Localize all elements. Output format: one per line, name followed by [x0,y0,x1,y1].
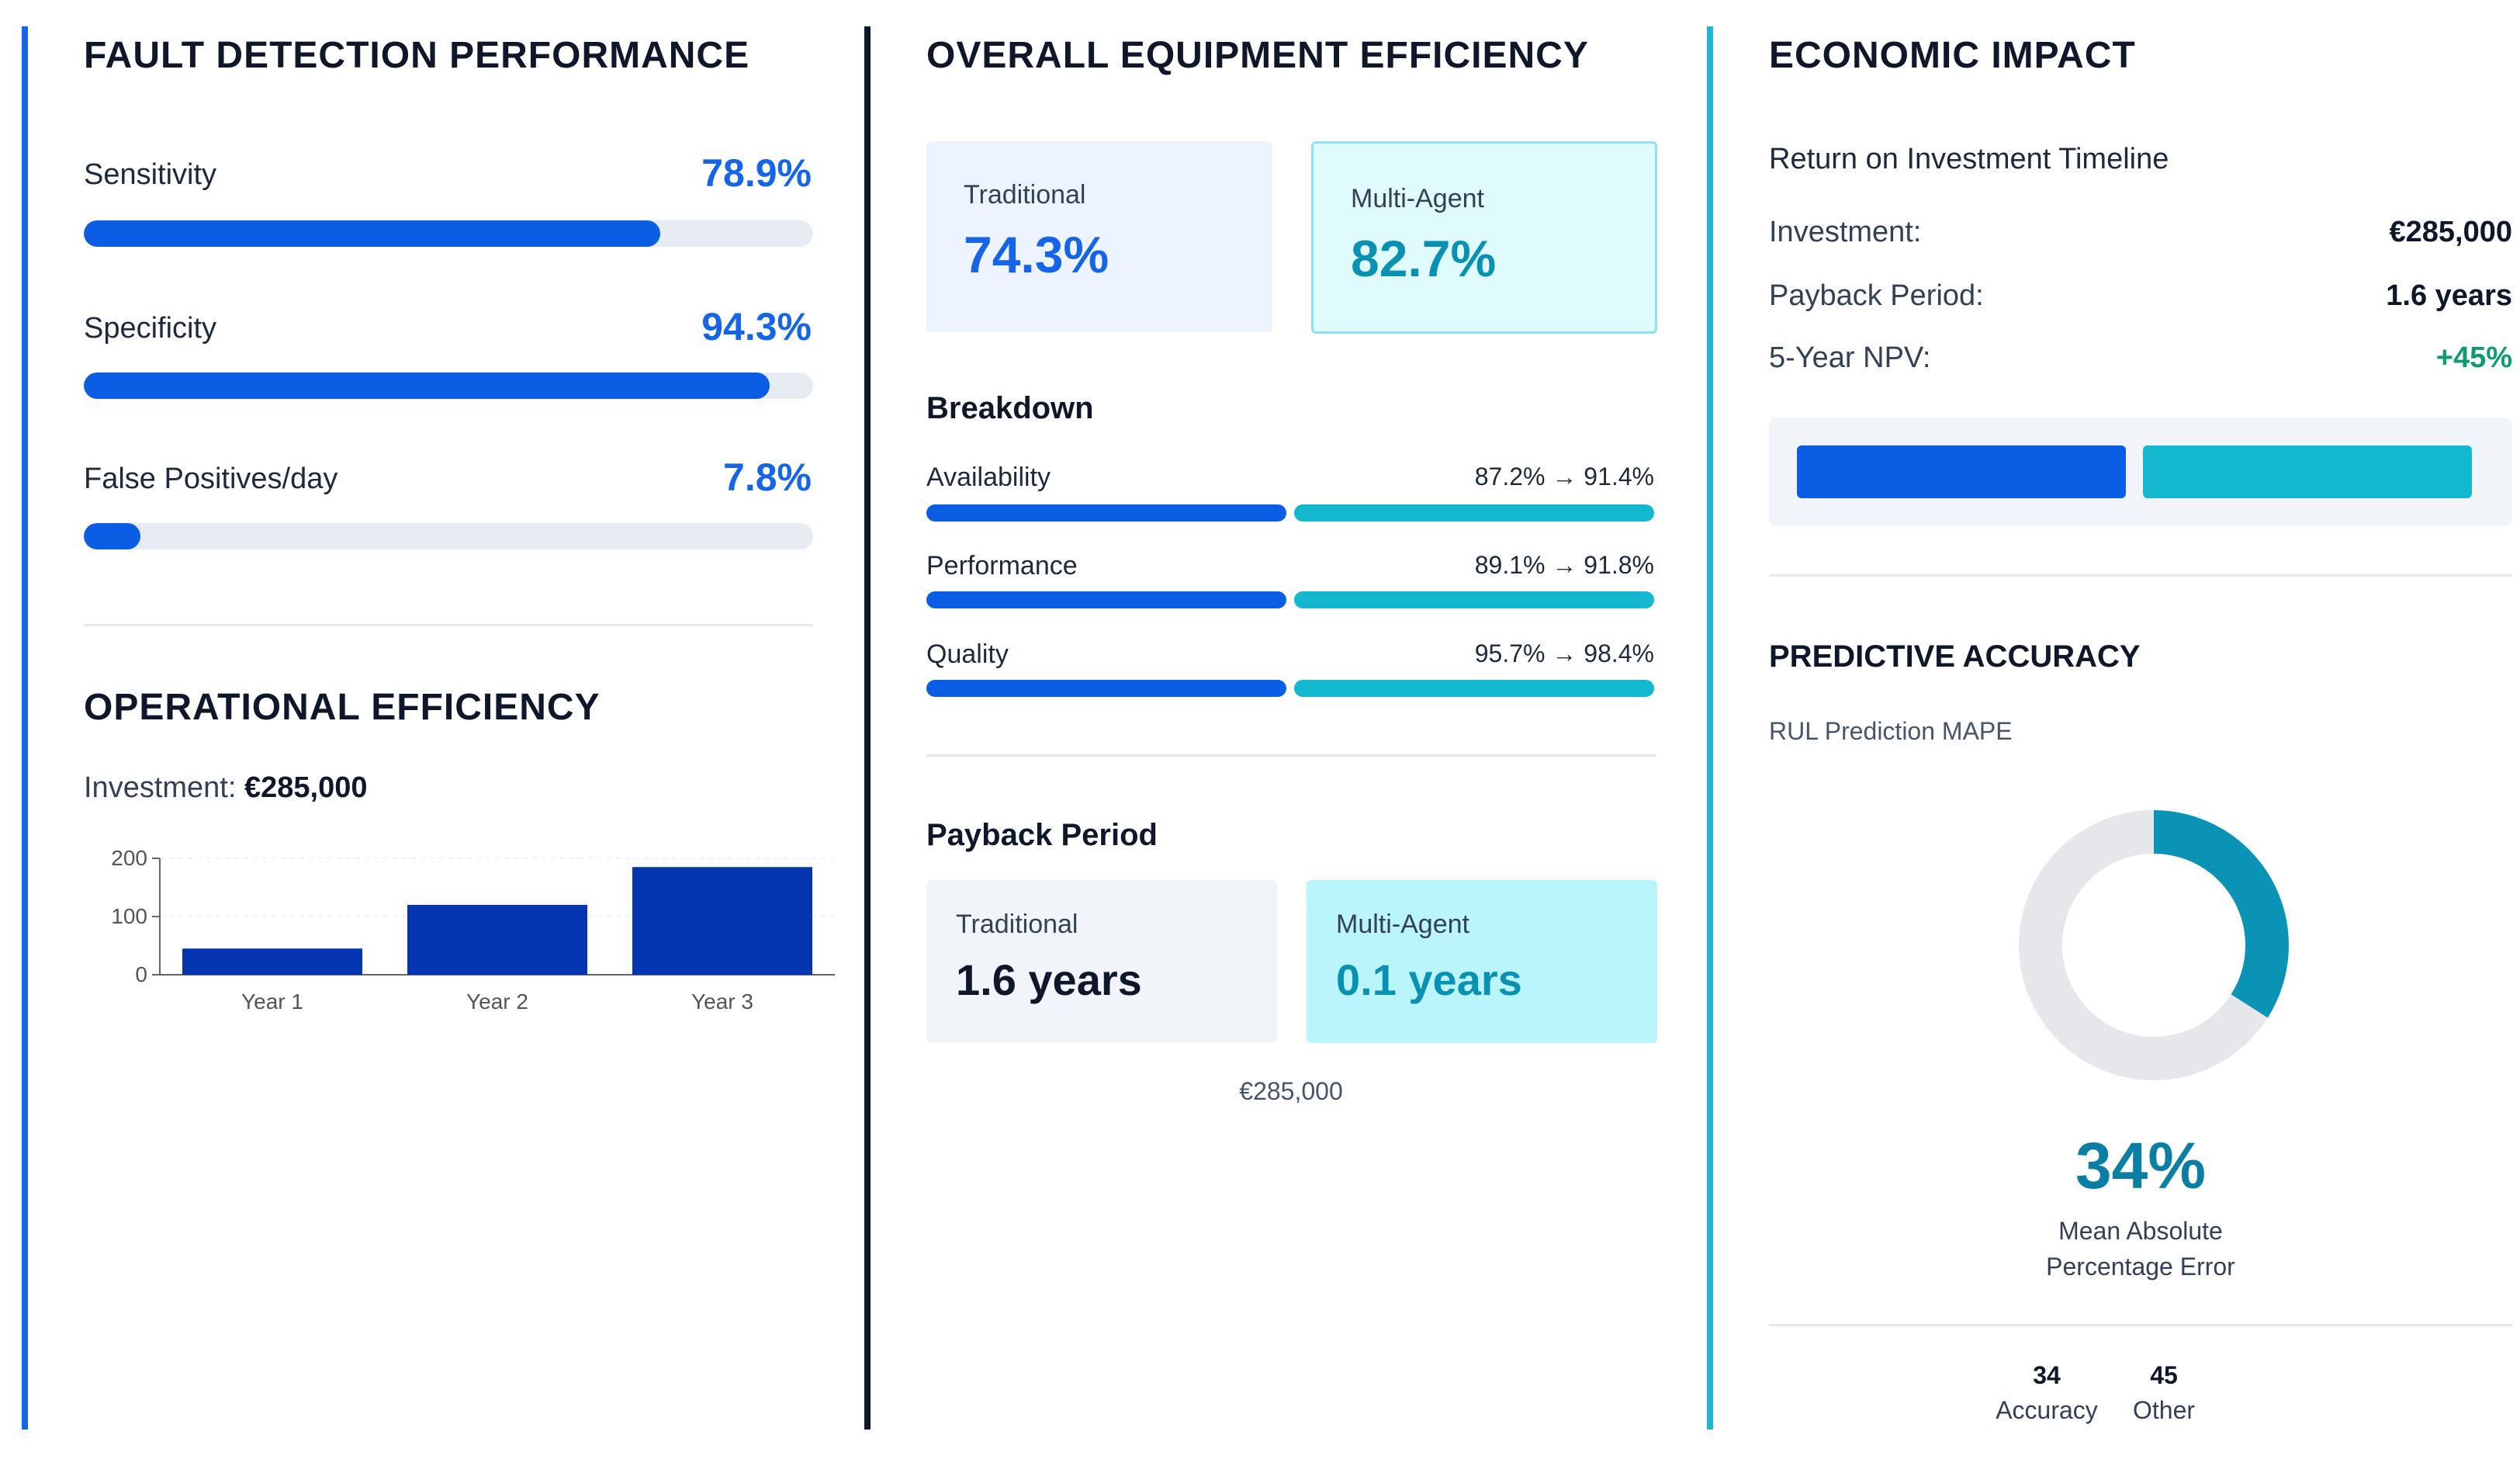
specificity-bar-fill [84,373,770,399]
legend-other: 45 Other [2113,1361,2214,1425]
false-positives-label: False Positives/day [84,463,338,495]
oee-multi-agent-value: 82.7% [1351,230,1497,287]
fault-detection-panel: FAULT DETECTION PERFORMANCE Sensitivity … [22,26,844,1430]
x-tick-label: Year 2 [466,989,528,1014]
performance-label: Performance [926,551,1078,580]
investment-amount: €285,000 [2389,216,2513,248]
payback-multi-agent-value: 0.1 years [1336,955,1522,1004]
y-ticks: 0 100 200 [111,846,160,986]
economic-panel: ECONOMIC IMPACT Return on Investment Tim… [1707,26,2520,1430]
mape-donut-chart [2019,810,2289,1080]
x-tick-label: Year 1 [241,989,303,1014]
roi-timeline-return-segment [2143,445,2472,498]
sensitivity-bar [84,220,813,247]
economic-title: ECONOMIC IMPACT [1769,35,2136,76]
predictive-title: PREDICTIVE ACCURACY [1769,639,2141,674]
npv-amount: +45% [2435,341,2512,374]
chart-bar-3 [632,867,812,975]
quality-multi-agent-bar [1294,680,1654,697]
predictive-subtitle: RUL Prediction MAPE [1769,717,2013,745]
y-tick-label: 200 [111,846,147,870]
legend-accuracy-label: Accuracy [1996,1396,2098,1424]
donut-value-arc [2019,810,2289,1080]
legend-other-value: 45 [2150,1361,2178,1389]
operational-efficiency-title: OPERATIONAL EFFICIENCY [84,687,601,728]
specificity-label: Specificity [84,312,217,345]
investment-bar-chart: 0 100 200 Year 1 Year 2 Year 3 [111,846,835,1014]
false-positives-value: 7.8% [723,456,812,499]
performance-traditional-bar [926,591,1286,608]
sensitivity-label: Sensitivity [84,158,217,191]
section-divider [84,624,813,626]
oee-multi-agent-label: Multi-Agent [1351,184,1484,213]
mape-percent: 34% [2075,1129,2207,1202]
y-tick-label: 100 [111,904,147,928]
payback-multi-agent-label: Multi-Agent [1336,910,1469,939]
legend-accuracy: 34 Accuracy [1985,1361,2109,1425]
specificity-bar [84,373,813,399]
mape-caption-line2: Percentage Error [2046,1253,2235,1281]
x-tick-labels: Year 1 Year 2 Year 3 [241,989,753,1014]
oee-traditional-label: Traditional [964,180,1086,210]
section-divider [1769,574,2512,577]
payback-footer: €285,000 [1239,1077,1343,1105]
payback-amount: 1.6 years [2386,279,2512,312]
chart-bar-2 [407,905,587,975]
roi-timeline-investment-segment [1797,445,2126,498]
sensitivity-value: 78.9% [701,151,812,195]
investment-key: Investment: [1769,216,1922,248]
breakdown-title: Breakdown [926,391,1094,425]
false-positives-bar [84,523,813,549]
payback-title: Payback Period [926,818,1158,852]
oee-panel: OVERALL EQUIPMENT EFFICIENCY Traditional… [864,26,1687,1430]
roi-timeline [1769,418,2512,526]
payback-multi-agent-card: Multi-Agent 0.1 years [1307,880,1657,1043]
quality-traditional-bar [926,680,1286,697]
payback-traditional-card: Traditional 1.6 years [926,880,1277,1043]
availability-multi-agent-bar [1294,504,1654,522]
payback-traditional-value: 1.6 years [956,955,1142,1004]
chart-bars [182,867,812,975]
investment-line: Investment: €285,000 [84,771,367,805]
quality-label: Quality [926,639,1009,669]
x-tick-label: Year 3 [691,989,753,1014]
npv-key: 5-Year NPV: [1769,341,1931,374]
quality-values: 95.7% → 98.4% [1474,639,1654,667]
oee-traditional-card: Traditional 74.3% [926,141,1272,332]
legend-other-label: Other [2132,1396,2196,1424]
investment-value: €285,000 [244,771,368,804]
oee-title: OVERALL EQUIPMENT EFFICIENCY [926,35,1589,76]
roi-subtitle: Return on Investment Timeline [1769,143,2169,175]
y-tick-label: 0 [135,962,147,986]
false-positives-bar-fill [84,523,141,549]
availability-values: 87.2% → 91.4% [1474,463,1654,490]
section-divider [1769,1324,2512,1326]
performance-multi-agent-bar [1294,591,1654,608]
performance-values: 89.1% → 91.8% [1474,551,1654,579]
investment-label: Investment: [84,771,237,804]
legend-accuracy-value: 34 [2033,1361,2061,1389]
oee-multi-agent-card: Multi-Agent 82.7% [1311,141,1657,334]
sensitivity-bar-fill [84,220,660,247]
payback-key: Payback Period: [1769,279,1984,312]
oee-traditional-value: 74.3% [964,226,1109,283]
payback-traditional-label: Traditional [956,910,1078,939]
section-divider [926,754,1656,757]
chart-bar-1 [182,948,362,975]
mape-caption-line1: Mean Absolute [2058,1217,2223,1245]
availability-traditional-bar [926,504,1286,522]
fault-detection-title: FAULT DETECTION PERFORMANCE [84,35,750,76]
availability-label: Availability [926,463,1051,492]
specificity-value: 94.3% [701,305,812,348]
